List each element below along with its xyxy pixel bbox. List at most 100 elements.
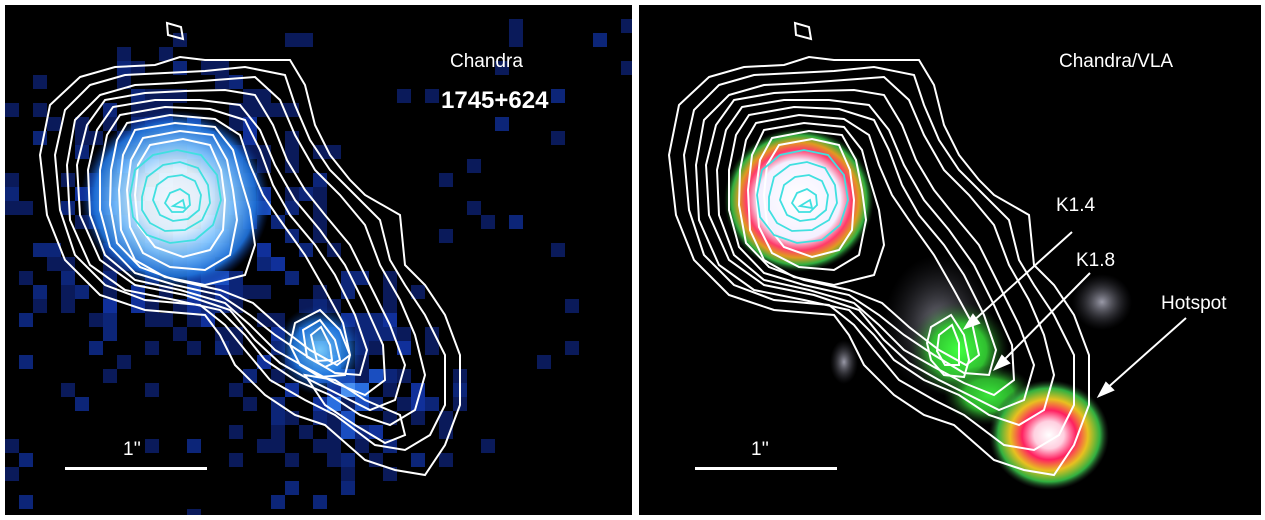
xray-pixel: [355, 425, 369, 439]
xray-pixel: [229, 453, 243, 467]
xray-pixel: [299, 187, 313, 201]
xray-pixel: [47, 257, 61, 271]
xray-pixel: [313, 285, 327, 299]
xray-pixel: [47, 243, 61, 257]
xray-pixel: [61, 271, 75, 285]
xray-pixel: [229, 341, 243, 355]
xray-pixel: [229, 117, 243, 131]
xray-pixel: [19, 313, 33, 327]
xray-pixel: [565, 341, 579, 355]
xray-pixel: [439, 411, 453, 425]
xray-pixel: [229, 103, 243, 117]
xray-pixel: [537, 355, 551, 369]
arrow-k14: [970, 231, 1073, 324]
xray-pixel: [341, 271, 355, 285]
chandra-vla-panel: Chandra/VLA K1.4 K1.8 Hotspot 1'': [639, 5, 1261, 515]
xray-pixel: [215, 75, 229, 89]
scale-bar: [695, 467, 837, 470]
xray-pixel: [215, 61, 229, 75]
xray-pixel: [187, 341, 201, 355]
xray-pixel: [327, 453, 341, 467]
xray-pixel: [495, 117, 509, 131]
xray-pixel: [551, 131, 565, 145]
xray-pixel: [397, 397, 411, 411]
xray-pixel: [271, 215, 285, 229]
xray-pixel: [341, 481, 355, 495]
xray-pixel: [551, 243, 565, 257]
xray-pixel: [355, 439, 369, 453]
xray-pixel: [271, 103, 285, 117]
xray-pixel: [369, 369, 383, 383]
xray-pixel: [551, 89, 565, 103]
xray-pixel: [33, 103, 47, 117]
xray-pixel: [117, 355, 131, 369]
xray-pixel: [257, 355, 271, 369]
xray-pixel: [383, 299, 397, 313]
xray-pixel: [481, 439, 495, 453]
chandra-xray-panel: Chandra 1745+624 1'': [5, 5, 632, 515]
xray-pixel: [467, 201, 481, 215]
xray-pixel: [117, 47, 131, 61]
xray-pixel: [257, 285, 271, 299]
xray-pixel: [383, 327, 397, 341]
xray-pixel: [341, 467, 355, 481]
xray-pixel: [229, 383, 243, 397]
xray-pixel: [285, 481, 299, 495]
xray-pixel: [439, 453, 453, 467]
xray-pixel: [313, 187, 327, 201]
xray-pixel: [5, 103, 19, 117]
xray-pixel: [411, 397, 425, 411]
xray-pixel: [61, 299, 75, 313]
xray-pixel: [103, 117, 117, 131]
xray-pixel: [173, 33, 187, 47]
xray-pixel: [19, 453, 33, 467]
xray-pixel: [89, 341, 103, 355]
xray-pixel: [271, 425, 285, 439]
arrow-k18: [1000, 272, 1091, 364]
xray-pixel: [131, 103, 145, 117]
xray-pixel: [187, 509, 201, 515]
xray-pixel: [229, 425, 243, 439]
xray-pixel: [411, 285, 425, 299]
radio-faint-blob: [830, 340, 858, 384]
hotspot-label: Hotspot: [1161, 293, 1227, 314]
xray-pixel: [19, 495, 33, 509]
xray-pixel: [201, 61, 215, 75]
xray-pixel: [383, 383, 397, 397]
arrow-hotspot: [1104, 317, 1187, 391]
xray-pixel: [117, 75, 131, 89]
xray-pixel: [411, 453, 425, 467]
xray-pixel: [341, 425, 355, 439]
xray-pixel: [313, 397, 327, 411]
xray-pixel: [61, 201, 75, 215]
xray-pixel: [117, 61, 131, 75]
xray-pixel: [439, 173, 453, 187]
xray-pixel: [425, 341, 439, 355]
xray-pixel: [467, 159, 481, 173]
xray-pixel: [271, 411, 285, 425]
xray-pixel: [131, 61, 145, 75]
xray-pixel: [313, 173, 327, 187]
xray-pixel: [621, 19, 632, 33]
xray-pixel: [187, 313, 201, 327]
xray-pixel: [383, 369, 397, 383]
xray-pixel: [5, 201, 19, 215]
xray-pixel: [243, 285, 257, 299]
source-name-label: 1745+624: [441, 87, 549, 114]
arrow-hotspot-head: [1096, 381, 1115, 399]
xray-pixel: [103, 313, 117, 327]
xray-pixel: [103, 299, 117, 313]
radio-overlay-image: [667, 21, 1187, 490]
xray-pixel: [145, 383, 159, 397]
xray-pixel: [61, 285, 75, 299]
overlay-contours: [667, 21, 1090, 477]
xray-pixel: [33, 75, 47, 89]
xray-pixel: [439, 229, 453, 243]
xray-pixel: [243, 369, 257, 383]
xray-pixel: [47, 117, 61, 131]
xray-pixel: [19, 271, 33, 285]
xray-pixel: [285, 453, 299, 467]
xray-pixel: [509, 19, 523, 33]
xray-pixel: [159, 47, 173, 61]
xray-pixel: [5, 173, 19, 187]
